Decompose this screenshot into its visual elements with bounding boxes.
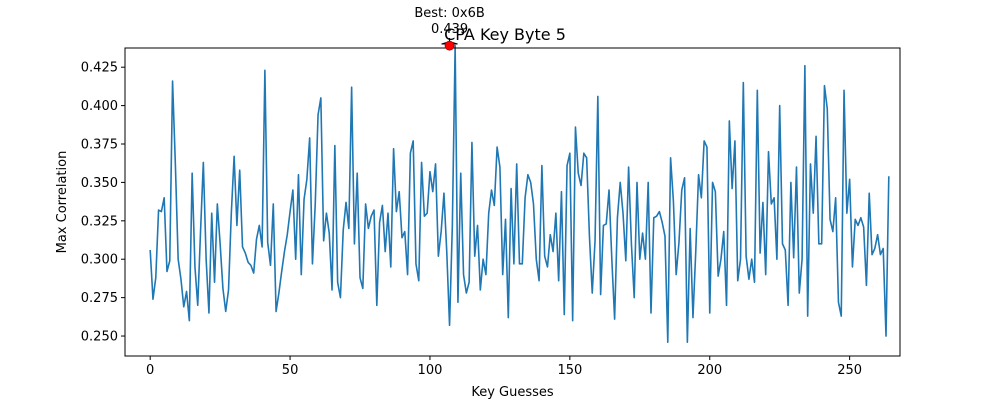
x-axis: 0 50 100 150 200 250 <box>146 356 862 378</box>
y-tick-label: 0.375 <box>81 138 118 153</box>
x-tick-label: 100 <box>418 363 443 378</box>
chart-title: CPA Key Byte 5 <box>444 25 566 44</box>
y-axis-label: Max Correlation <box>55 151 70 254</box>
x-tick-label: 0 <box>146 363 154 378</box>
y-tick-label: 0.300 <box>81 253 118 268</box>
series-layer <box>149 44 890 343</box>
y-tick-label: 0.350 <box>81 176 118 191</box>
x-tick-label: 50 <box>282 363 299 378</box>
x-tick-label: 250 <box>837 363 862 378</box>
axes-frame <box>124 47 901 357</box>
x-tick-label: 150 <box>557 363 582 378</box>
y-tick-label: 0.275 <box>81 291 118 306</box>
y-axis: 0.250 0.275 0.300 0.325 0.350 0.375 0.400 0.425 <box>81 61 125 345</box>
x-axis-label: Key Guesses <box>471 385 554 400</box>
x-tick-label: 200 <box>697 363 722 378</box>
annotation-value: 0.439 <box>431 22 468 37</box>
best-point-marker <box>444 40 455 51</box>
y-tick-label: 0.250 <box>81 330 118 345</box>
series-line-0 <box>149 44 890 343</box>
y-tick-label: 0.425 <box>81 61 118 76</box>
y-tick-label: 0.400 <box>81 99 118 114</box>
annotation: Best: 0x6B 0.439 <box>414 6 485 51</box>
annotation-label: Best: 0x6B <box>414 6 484 21</box>
y-tick-label: 0.325 <box>81 214 118 229</box>
